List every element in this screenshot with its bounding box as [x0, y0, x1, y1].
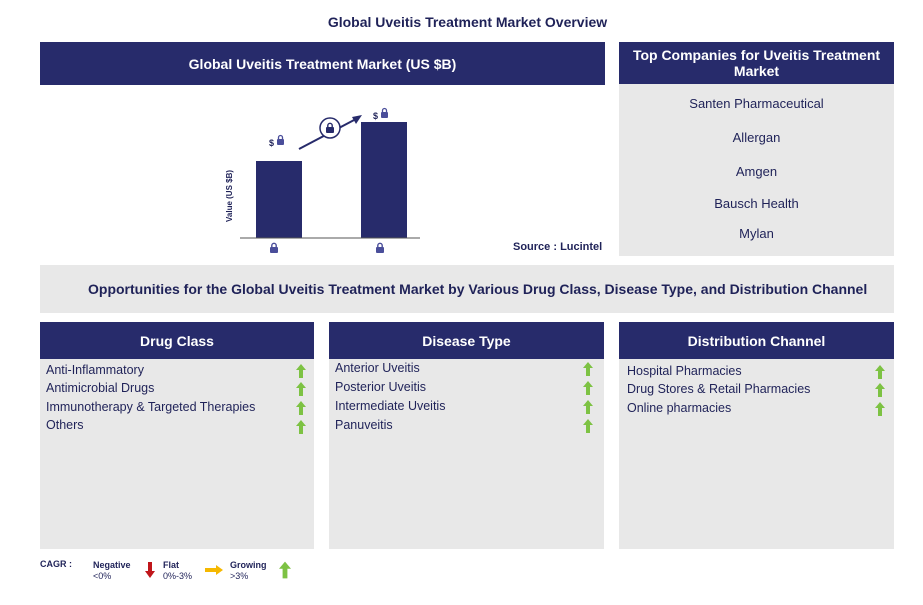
growing-arrow-icon: [296, 382, 306, 396]
negative-arrow-icon: [145, 562, 155, 578]
growing-arrow-icon: [875, 402, 885, 416]
segment-item: Drug Stores & Retail Pharmacies: [627, 382, 811, 396]
segment-header-disease-type: Disease Type: [329, 322, 604, 359]
legend-growing: Growing >3%: [230, 560, 267, 582]
growing-arrow-icon: [875, 383, 885, 397]
segment-item: Immunotherapy & Targeted Therapies: [46, 400, 256, 414]
chart-bar-2031: [361, 122, 407, 238]
lock-icon: [277, 134, 284, 145]
legend-flat-range: 0%-3%: [163, 571, 193, 581]
company-item: Bausch Health: [714, 196, 799, 211]
growth-arrow-head: [352, 115, 362, 124]
growing-arrow-icon: [583, 362, 593, 376]
chart-y-axis-label: Value (US $B): [225, 170, 234, 222]
growing-arrow-icon: [296, 401, 306, 415]
lock-icon: [376, 242, 384, 253]
legend-negative-label: Negative: [93, 560, 131, 570]
growing-arrow-icon: [296, 420, 306, 434]
segment-item: Anti-Inflammatory: [46, 363, 144, 377]
lock-icon: [270, 242, 278, 253]
growing-arrow-icon: [583, 381, 593, 395]
company-item: Allergan: [732, 130, 781, 145]
legend-negative: Negative <0%: [93, 560, 131, 582]
chart-panel-header: Global Uveitis Treatment Market (US $B): [40, 42, 605, 85]
legend-growing-range: >3%: [230, 571, 249, 581]
segment-item: Anterior Uveitis: [335, 361, 420, 375]
segment-item: Others: [46, 418, 84, 432]
segment-item: Online pharmacies: [627, 401, 732, 415]
bar-value-label-1: $: [269, 138, 274, 148]
companies-list: Santen Pharmaceutical Allergan Amgen Bau…: [619, 84, 894, 256]
segment-header-distribution-channel: Distribution Channel: [619, 322, 894, 359]
chart-source: Source : Lucintel: [513, 241, 603, 253]
market-bar-chart: Value (US $B) $ $: [225, 107, 420, 253]
growing-arrow-icon: [583, 419, 593, 433]
legend-label: CAGR :: [40, 559, 72, 569]
segment-item: Intermediate Uveitis: [335, 399, 446, 413]
growing-arrow-icon: [875, 365, 885, 379]
opportunities-banner: Opportunities for the Global Uveitis Tre…: [40, 265, 894, 313]
lock-icon: [326, 122, 334, 133]
growing-arrow-icon: [583, 400, 593, 414]
segment-panel-distribution-channel: Hospital Pharmacies Drug Stores & Retail…: [619, 359, 894, 549]
chart-bar-2020: [256, 161, 302, 238]
legend-negative-range: <0%: [93, 571, 112, 581]
legend-flat-label: Flat: [163, 560, 180, 570]
segment-item: Antimicrobial Drugs: [46, 381, 155, 395]
company-item: Amgen: [735, 164, 778, 179]
segment-item: Posterior Uveitis: [335, 380, 426, 394]
company-item: Santen Pharmaceutical: [689, 96, 824, 111]
bar-value-label-2: $: [373, 111, 378, 121]
growing-arrow-icon: [296, 364, 306, 378]
segment-panel-disease-type: Anterior Uveitis Posterior Uveitis Inter…: [329, 359, 604, 549]
flat-arrow-icon: [205, 565, 223, 575]
segment-item: Panuveitis: [335, 418, 393, 432]
segment-panel-drug-class: Anti-Inflammatory Antimicrobial Drugs Im…: [40, 359, 314, 549]
legend-flat: Flat 0%-3%: [163, 560, 192, 582]
segment-item: Hospital Pharmacies: [627, 364, 742, 378]
legend-growing-label: Growing: [230, 560, 267, 570]
lock-icon: [381, 107, 388, 118]
opportunities-title: Opportunities for the Global Uveitis Tre…: [88, 281, 868, 297]
growing-arrow-icon: [279, 561, 291, 579]
page-title: Global Uveitis Treatment Market Overview: [327, 14, 608, 30]
companies-header: Top Companies for Uveitis Treatment Mark…: [619, 42, 894, 84]
segment-header-drug-class: Drug Class: [40, 322, 314, 359]
company-item: Mylan: [739, 226, 774, 241]
